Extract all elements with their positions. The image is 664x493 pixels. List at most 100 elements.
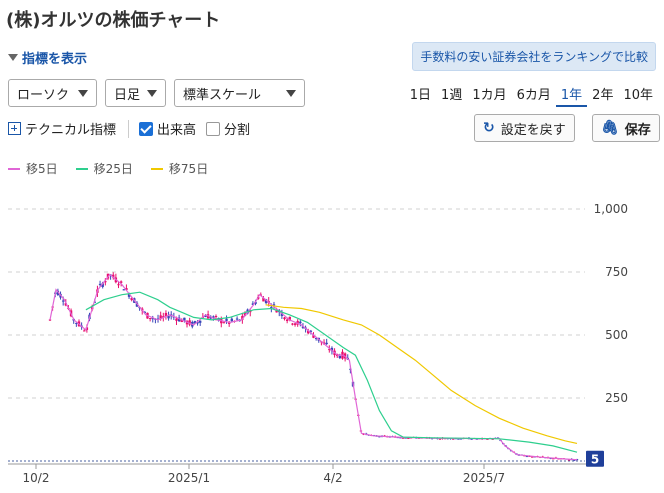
candle-body xyxy=(119,281,123,283)
candle-body xyxy=(209,316,212,319)
candle-body xyxy=(407,437,410,439)
candle-body xyxy=(167,315,170,319)
candle-body xyxy=(285,319,289,321)
save-label: 保存 xyxy=(624,122,651,138)
period-tab-5[interactable]: 2年 xyxy=(592,88,614,103)
candle-body xyxy=(552,458,555,460)
candle-body xyxy=(309,330,313,332)
candle-body xyxy=(451,438,455,440)
reset-settings-label: 設定を戻す xyxy=(500,122,566,138)
x-tick-label: 10/2 xyxy=(23,471,50,485)
candle-body xyxy=(198,320,202,323)
candle-body xyxy=(338,356,342,359)
ma-line-1 xyxy=(85,291,578,453)
volume-label: 出来高 xyxy=(157,123,197,138)
candle-body xyxy=(93,301,96,303)
candle-body xyxy=(214,316,218,318)
candle-body xyxy=(162,316,165,318)
candle-body xyxy=(241,315,244,320)
candle-body xyxy=(112,274,115,278)
candle-body xyxy=(280,312,284,316)
checkbox-unchecked-icon xyxy=(206,121,221,136)
broker-ranking-link[interactable]: 手数料の安い証券会社をランキングで比較 xyxy=(412,42,656,71)
candle-body xyxy=(75,322,78,324)
candle-body xyxy=(399,437,402,439)
y-tick-label: 750 xyxy=(605,265,628,279)
chevron-down-icon xyxy=(147,90,157,97)
candle-body xyxy=(235,318,239,320)
chart-type-value: ローソク xyxy=(17,87,70,103)
page-title: (株)オルツの株価チャート xyxy=(6,10,221,31)
chevron-down-icon xyxy=(78,90,88,97)
candle-body xyxy=(328,349,331,351)
last-price-badge xyxy=(586,450,604,467)
candle-body xyxy=(325,342,328,344)
interval-select[interactable]: 日足 xyxy=(105,79,166,107)
candle-body xyxy=(293,323,297,325)
candle-body xyxy=(567,459,571,461)
period-tabs: 1日 1週 1カ月 6カ月 1年 2年 10年 xyxy=(405,84,658,107)
period-tab-4[interactable]: 1年 xyxy=(555,84,588,107)
legend-item-1[interactable]: 移25日 xyxy=(75,160,133,177)
period-tab-2[interactable]: 1カ月 xyxy=(472,88,507,103)
candle-body xyxy=(438,438,442,440)
period-tab-1[interactable]: 1週 xyxy=(441,88,463,103)
legend-item-2[interactable]: 移75日 xyxy=(150,160,209,177)
period-tab-0[interactable]: 1日 xyxy=(409,88,432,103)
candle-body xyxy=(307,330,310,334)
reset-settings-button[interactable]: ↻ 設定を戻す xyxy=(474,114,575,142)
candle-body xyxy=(48,319,52,321)
candle-body xyxy=(222,322,226,324)
x-tick-label: 4/2 xyxy=(323,471,342,485)
divider xyxy=(128,119,130,138)
split-checkbox[interactable]: 分割 xyxy=(206,119,250,138)
candle-body xyxy=(378,436,381,438)
candle-body xyxy=(470,438,473,440)
candle-body xyxy=(486,438,489,440)
paperclip-icon: 🖇 xyxy=(601,120,619,136)
technical-indicator-button[interactable]: テクニカル指標 xyxy=(8,119,116,138)
split-label: 分割 xyxy=(224,123,251,138)
candle-body xyxy=(212,316,215,319)
last-price-label: 5 xyxy=(591,453,599,467)
legend-item-0[interactable]: 移5日 xyxy=(8,160,58,177)
candle-body xyxy=(64,303,68,306)
candle-body xyxy=(117,284,120,286)
plus-icon xyxy=(8,122,21,135)
candle-body xyxy=(104,281,107,283)
candle-body xyxy=(330,347,334,352)
candle-body xyxy=(275,310,278,313)
legend-label: 移75日 xyxy=(168,162,209,176)
candle-body xyxy=(61,300,65,302)
candle-body xyxy=(159,315,162,319)
y-tick-label: 250 xyxy=(605,391,628,405)
price-chart[interactable]: 1,000 750 500 250 10/2 2025/1 4/2 2025/7 5 xyxy=(0,190,664,493)
candle-body xyxy=(288,316,291,320)
y-tick-label: 1,000 xyxy=(594,202,628,216)
candle-body xyxy=(151,318,154,320)
chart-type-select[interactable]: ローソク xyxy=(8,79,97,107)
ma-line-2 xyxy=(265,304,578,444)
volume-checkbox[interactable]: 出来高 xyxy=(139,119,196,138)
candle-body xyxy=(525,456,529,458)
show-indicators-label: 指標を表示 xyxy=(22,52,88,67)
show-indicators-toggle[interactable]: 指標を表示 xyxy=(8,48,87,67)
x-tick-label: 2025/7 xyxy=(463,471,505,485)
candle-body xyxy=(204,315,207,317)
period-tab-3[interactable]: 6カ月 xyxy=(516,88,551,103)
candle-body xyxy=(401,437,405,439)
candle-body xyxy=(225,318,228,321)
legend-label: 移25日 xyxy=(93,162,133,176)
candle-body xyxy=(83,330,86,332)
candle-body xyxy=(251,303,255,305)
candle-body xyxy=(404,437,407,439)
candle-body xyxy=(291,323,294,325)
candle-body xyxy=(314,337,318,339)
save-button[interactable]: 🖇 保存 xyxy=(592,114,660,142)
period-tab-6[interactable]: 10年 xyxy=(623,88,653,103)
scale-select[interactable]: 標準スケール xyxy=(174,79,305,107)
candle-body xyxy=(196,321,199,324)
candle-body xyxy=(270,306,273,309)
candle-body xyxy=(301,326,305,328)
candle-body xyxy=(56,290,60,295)
